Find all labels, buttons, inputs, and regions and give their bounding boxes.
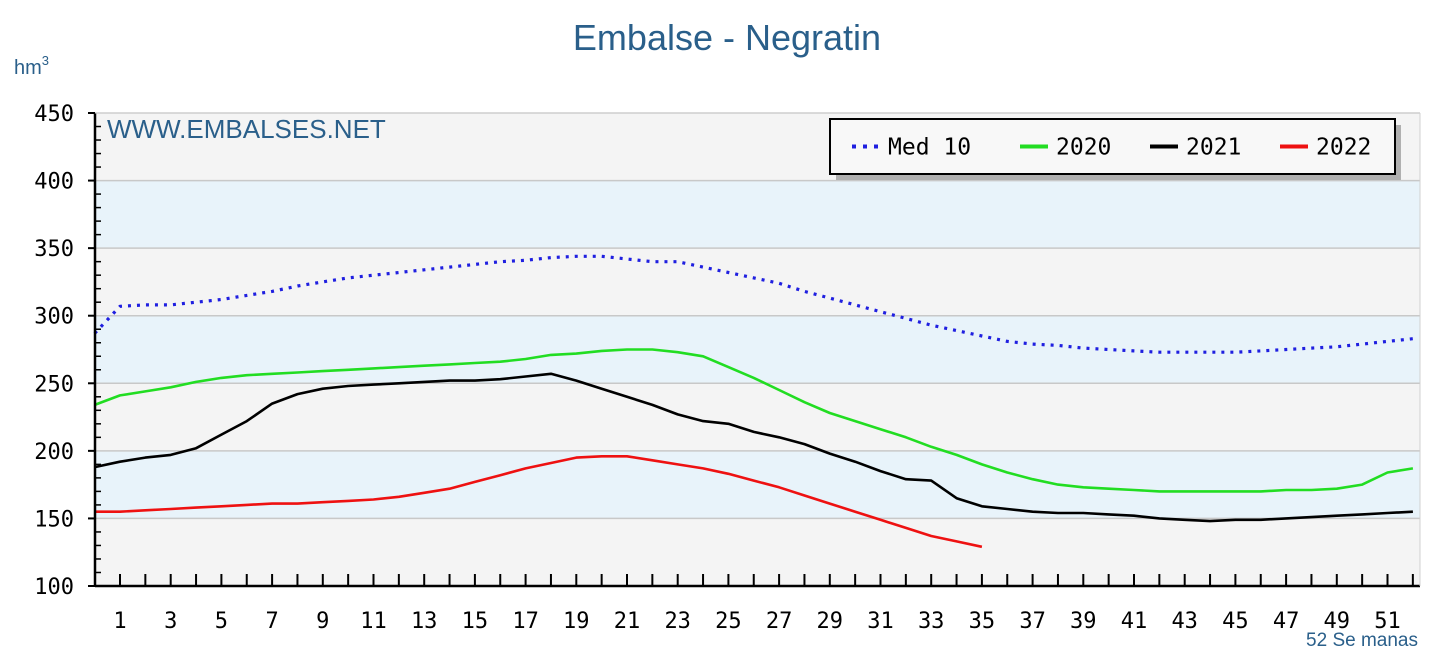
x-tick-label-23: 23 xyxy=(664,609,691,634)
x-tick-label-33: 33 xyxy=(918,609,945,634)
x-tick-label-45: 45 xyxy=(1222,609,1249,634)
x-tick-label-41: 41 xyxy=(1121,609,1148,634)
x-tick-label-15: 15 xyxy=(462,609,489,634)
x-tick-label-27: 27 xyxy=(766,609,793,634)
x-tick-label-49: 49 xyxy=(1324,609,1351,634)
legend: Med 10 2020 2021 2022 xyxy=(829,118,1401,180)
x-tick-label-35: 35 xyxy=(969,609,996,634)
x-tick-label-1: 1 xyxy=(113,609,126,634)
x-tick-label-17: 17 xyxy=(512,609,539,634)
series-layer xyxy=(93,254,1414,549)
y-tick-label-150: 150 xyxy=(34,507,74,532)
series-line-med-10 xyxy=(93,254,1414,354)
x-tick-label-7: 7 xyxy=(265,609,278,634)
y-tick-label-450: 450 xyxy=(34,102,74,127)
y-tick-label-250: 250 xyxy=(34,372,74,397)
y-axis-unit: hm3 xyxy=(14,53,49,79)
legend-label-2020: 2020 xyxy=(1056,135,1111,161)
x-tick-label-21: 21 xyxy=(614,609,641,634)
legend-label-2022: 2022 xyxy=(1316,135,1371,161)
series-line-2022 xyxy=(94,454,983,549)
band-0 xyxy=(95,450,1420,519)
watermark: WWW.EMBALSES.NET xyxy=(107,114,386,144)
series-line-2020 xyxy=(94,348,1414,493)
y-tick-label-400: 400 xyxy=(34,170,74,195)
x-tick-label-5: 5 xyxy=(215,609,228,634)
x-axis-label: 52 Se manas xyxy=(1306,630,1418,651)
x-tick-label-37: 37 xyxy=(1019,609,1046,634)
plot-background xyxy=(95,113,1420,586)
x-tick-label-29: 29 xyxy=(817,609,844,634)
x-tick-label-9: 9 xyxy=(316,609,329,634)
band-2 xyxy=(95,180,1420,249)
x-tick-label-3: 3 xyxy=(164,609,177,634)
legend-label-med-10: Med 10 xyxy=(888,135,971,161)
x-tick-label-25: 25 xyxy=(715,609,742,634)
x-tick-label-47: 47 xyxy=(1273,609,1300,634)
chart-title: Embalse - Negratin xyxy=(573,17,881,58)
x-tick-label-13: 13 xyxy=(411,609,438,634)
legend-label-2021: 2021 xyxy=(1186,135,1241,161)
y-tick-label-350: 350 xyxy=(34,237,74,262)
y-tick-label-200: 200 xyxy=(34,440,74,465)
y-axis-unit-superscript: 3 xyxy=(42,53,49,68)
x-tick-label-31: 31 xyxy=(867,609,894,634)
series-line-2021 xyxy=(94,372,1413,523)
y-tick-label-100: 100 xyxy=(34,575,74,600)
x-tick-label-19: 19 xyxy=(563,609,590,634)
x-tick-label-51: 51 xyxy=(1374,609,1401,634)
y-tick-label-300: 300 xyxy=(34,305,74,330)
x-tick-label-11: 11 xyxy=(360,609,387,634)
x-tick-label-39: 39 xyxy=(1070,609,1097,634)
x-tick-label-43: 43 xyxy=(1171,609,1198,634)
